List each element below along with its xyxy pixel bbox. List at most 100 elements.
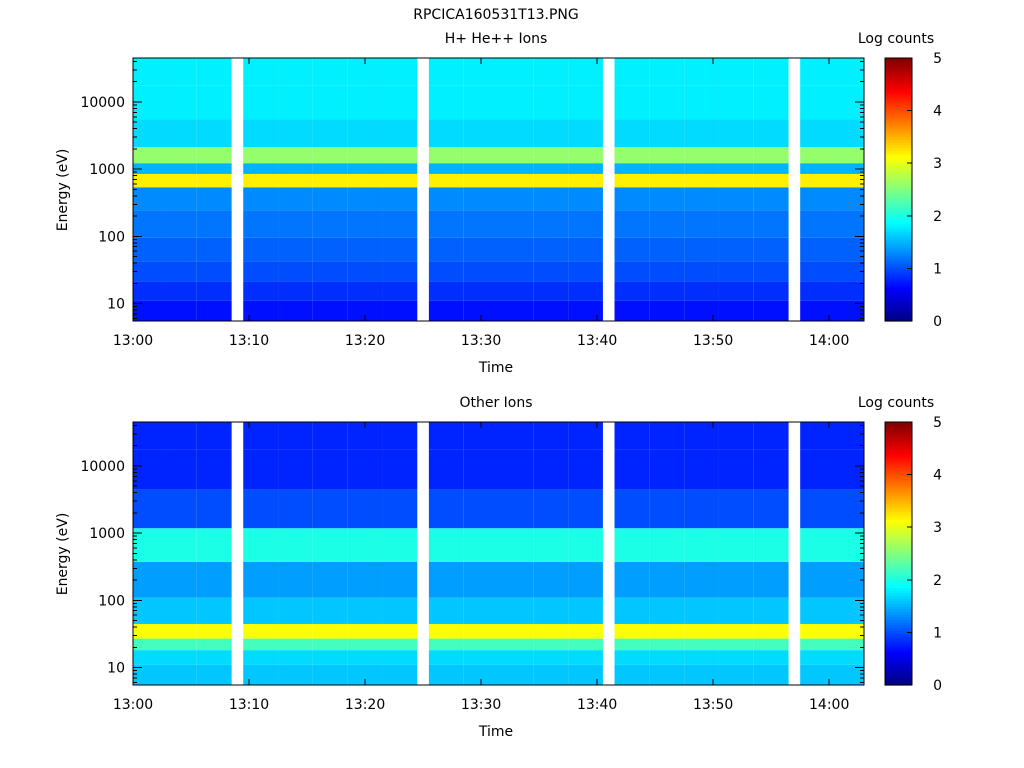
heatmap-cell [312, 528, 348, 562]
heatmap-cell [498, 638, 534, 651]
heatmap-cell [533, 163, 569, 174]
heatmap-cell [133, 528, 163, 562]
colorbar-segment [885, 226, 912, 230]
heatmap-cell [162, 85, 197, 120]
x-tick-label: 14:00 [809, 697, 849, 713]
colorbar-segment [885, 669, 912, 673]
colorbar-segment [885, 273, 912, 277]
heatmap-cell [463, 300, 499, 321]
heatmap-cell [498, 489, 534, 529]
heatmap-cell [649, 650, 685, 665]
heatmap-cell [800, 85, 835, 120]
colorbar-segment [885, 571, 912, 576]
heatmap-cell [800, 664, 835, 685]
colorbar-segment [885, 134, 912, 138]
heatmap-cell [196, 187, 232, 211]
heatmap-cell [718, 597, 754, 624]
heatmap-cell [133, 210, 163, 238]
heatmap-cell [684, 147, 719, 164]
colorbar-segment [885, 616, 912, 620]
colorbar-frame [884, 57, 913, 322]
heatmap-cell [162, 561, 197, 598]
heatmap-cell [162, 281, 197, 301]
heatmap-cell [243, 489, 279, 529]
heatmap-cell [718, 119, 754, 148]
colorbar-segment [885, 94, 912, 99]
colorbar-segment [885, 640, 912, 644]
heatmap-cell [568, 623, 603, 639]
colorbar-segment [885, 265, 912, 269]
heatmap-cell [162, 528, 197, 562]
heatmap-cell [614, 597, 650, 624]
colorbar-segment [885, 661, 912, 665]
colorbar: 0 1 2 3 4 5 [884, 415, 942, 694]
colorbar-segment [885, 435, 912, 439]
heatmap-cell [568, 119, 603, 148]
heatmap-cell [162, 210, 197, 238]
heatmap-cell [382, 422, 418, 450]
heatmap-cell [133, 623, 163, 639]
heatmap-cell [568, 85, 603, 120]
colorbar-segment [885, 619, 912, 623]
colorbar-segment [885, 302, 912, 306]
x-tick-label: 13:20 [345, 697, 385, 713]
heatmap-cell [614, 528, 650, 562]
heatmap-cell [243, 664, 279, 685]
colorbar-segment [885, 63, 912, 67]
colorbar-tick-label: 2 [933, 209, 942, 225]
heatmap-cell [533, 261, 569, 282]
colorbar-segment [885, 239, 912, 243]
colorbar-segment [885, 506, 912, 510]
heatmap-cell [312, 163, 348, 174]
colorbar-segment [885, 677, 912, 681]
colorbar-segment [885, 160, 912, 164]
colorbar-segment [885, 577, 912, 581]
heatmap-cell [533, 210, 569, 238]
heatmap-cell [753, 528, 789, 562]
colorbar-segment [885, 294, 912, 298]
colorbar-segment [885, 152, 912, 156]
heatmap-cell [428, 173, 464, 188]
heatmap-cell [278, 449, 313, 490]
heatmap-cell [382, 650, 418, 665]
colorbar-segment [885, 68, 912, 72]
heatmap-cell [196, 597, 232, 624]
heatmap-cell [428, 623, 464, 639]
heatmap-cell [382, 163, 418, 174]
heatmap-cell [498, 422, 534, 450]
heatmap-cell [382, 173, 418, 188]
x-tick-label: 13:30 [461, 333, 501, 349]
heatmap-cell [162, 664, 197, 685]
colorbar-segment [885, 682, 912, 686]
colorbar-segment [885, 197, 912, 201]
heatmap-cell [753, 300, 789, 321]
colorbar-segment [885, 205, 912, 209]
colorbar: 0 1 2 3 4 5 [884, 51, 942, 330]
heatmap-cell [278, 119, 313, 148]
x-tick-label: 13:10 [229, 333, 269, 349]
heatmap-cell [568, 528, 603, 562]
heatmap-cell [312, 449, 348, 490]
heatmap-cell [312, 237, 348, 262]
colorbar-segment [885, 86, 912, 91]
heatmap-cell [243, 449, 279, 490]
heatmap-cell [133, 85, 163, 120]
colorbar-segment [885, 474, 912, 478]
heatmap-cell [312, 58, 348, 86]
heatmap-cell [684, 623, 719, 639]
colorbar-segment [885, 679, 912, 683]
heatmap-cell [463, 623, 499, 639]
heatmap-cell [649, 210, 685, 238]
heatmap-cell [614, 281, 650, 301]
heatmap-cell [614, 237, 650, 262]
colorbar-segment [885, 242, 912, 246]
colorbar-segment [885, 305, 912, 309]
heatmap-cell [753, 173, 789, 188]
colorbar-segment [885, 608, 912, 612]
colorbar-segment [885, 642, 912, 647]
heatmap-cell [718, 163, 754, 174]
heatmap-cell [428, 528, 464, 562]
heatmap-cell [800, 650, 835, 665]
colorbar-segment [885, 123, 912, 127]
heatmap-cell [753, 664, 789, 685]
